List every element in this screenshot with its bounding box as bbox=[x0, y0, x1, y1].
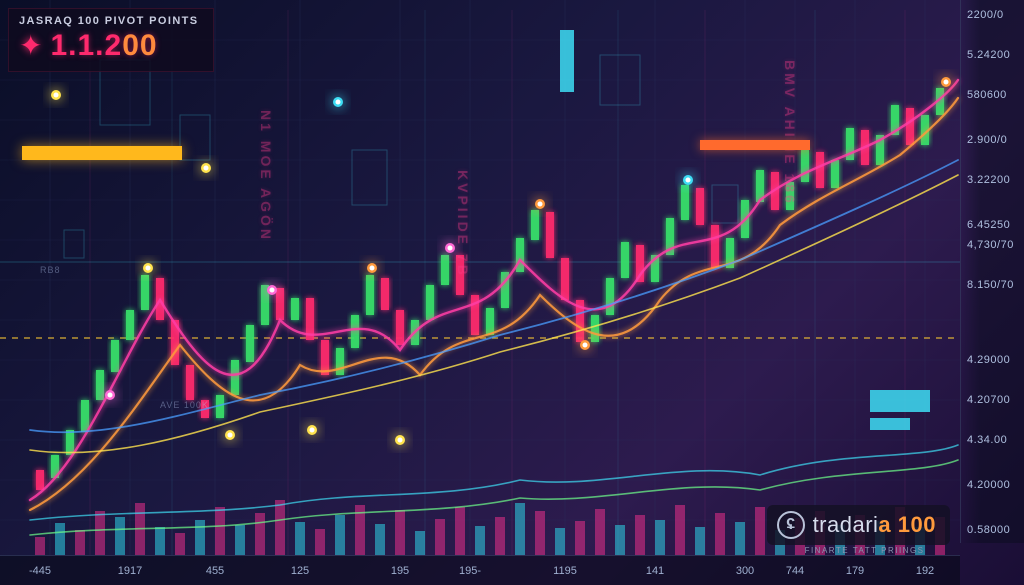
y-tick-label: 4.20700 bbox=[967, 394, 1010, 406]
cyan-decor-block bbox=[870, 390, 930, 412]
y-tick-label: 3.22200 bbox=[967, 174, 1010, 186]
y-axis: 2200/0 5.24200 580600 2.900/0 3.22200 6.45250… bbox=[960, 0, 1024, 543]
x-axis: -445 1917 455 125 195 195- 1195 141 300 744 179 192 bbox=[0, 555, 960, 585]
x-tick-label: 1917 bbox=[118, 565, 142, 577]
x-tick-label: 125 bbox=[291, 565, 309, 577]
x-tick-label: 195- bbox=[459, 565, 481, 577]
y-tick-label: 580600 bbox=[967, 89, 1007, 101]
price-readout: 1.1.200 bbox=[50, 29, 157, 63]
x-tick-label: 300 bbox=[736, 565, 754, 577]
logo-icon: ʢ bbox=[777, 511, 805, 539]
chart-header-panel: JASRAQ 100 PIVOT POINTS ✦ 1.1.200 bbox=[8, 8, 214, 72]
price-frac: 00 bbox=[122, 29, 157, 62]
y-tick-label: 4.29000 bbox=[967, 354, 1010, 366]
y-tick-label: 5.24200 bbox=[967, 49, 1010, 61]
y-tick-label: 4.20000 bbox=[967, 479, 1010, 491]
y-tick-label: 4.34.00 bbox=[967, 434, 1007, 446]
chart-container: JASRAQ 100 PIVOT POINTS ✦ 1.1.200 2200/0… bbox=[0, 0, 1024, 585]
small-label: AVE 100K bbox=[160, 400, 209, 410]
orange-highlight-bar bbox=[700, 140, 810, 150]
x-tick-label: 1195 bbox=[553, 565, 577, 577]
y-tick-label: 8.150/70 bbox=[967, 279, 1014, 291]
y-tick-label: 4,730/70 bbox=[967, 239, 1014, 251]
vertical-decor-text: BMV AHIME 186 bbox=[782, 60, 798, 206]
x-tick-label: 192 bbox=[916, 565, 934, 577]
price-chart-svg[interactable] bbox=[0, 0, 1024, 585]
price-int: 1.1.2 bbox=[50, 29, 122, 62]
x-tick-label: -445 bbox=[29, 565, 51, 577]
star-icon: ✦ bbox=[19, 32, 42, 60]
vertical-decor-text: N1 MOE AGÖN bbox=[258, 110, 274, 242]
small-label: RB8 bbox=[40, 265, 61, 275]
y-tick-label: 0.58000 bbox=[967, 524, 1010, 536]
x-tick-label: 195 bbox=[391, 565, 409, 577]
watermark-logo: ʢ tradaria 100 FINARTE TATT PRIINGS bbox=[767, 505, 950, 545]
y-tick-label: 2200/0 bbox=[967, 9, 1004, 21]
chart-title: JASRAQ 100 PIVOT POINTS bbox=[19, 15, 199, 27]
logo-subtitle: FINARTE TATT PRIINGS bbox=[805, 546, 925, 555]
y-tick-label: 2.900/0 bbox=[967, 134, 1007, 146]
logo-name: tradaria 100 FINARTE TATT PRIINGS bbox=[813, 512, 936, 538]
x-tick-label: 455 bbox=[206, 565, 224, 577]
x-tick-label: 744 bbox=[786, 565, 804, 577]
yellow-highlight-bar bbox=[22, 146, 182, 160]
x-tick-label: 141 bbox=[646, 565, 664, 577]
cyan-decor-block bbox=[870, 418, 910, 430]
x-tick-label: 179 bbox=[846, 565, 864, 577]
y-tick-label: 6.45250 bbox=[967, 219, 1010, 231]
vertical-decor-text: KVPIIDE 7B bbox=[455, 170, 471, 278]
cyan-decor-block bbox=[560, 30, 574, 92]
